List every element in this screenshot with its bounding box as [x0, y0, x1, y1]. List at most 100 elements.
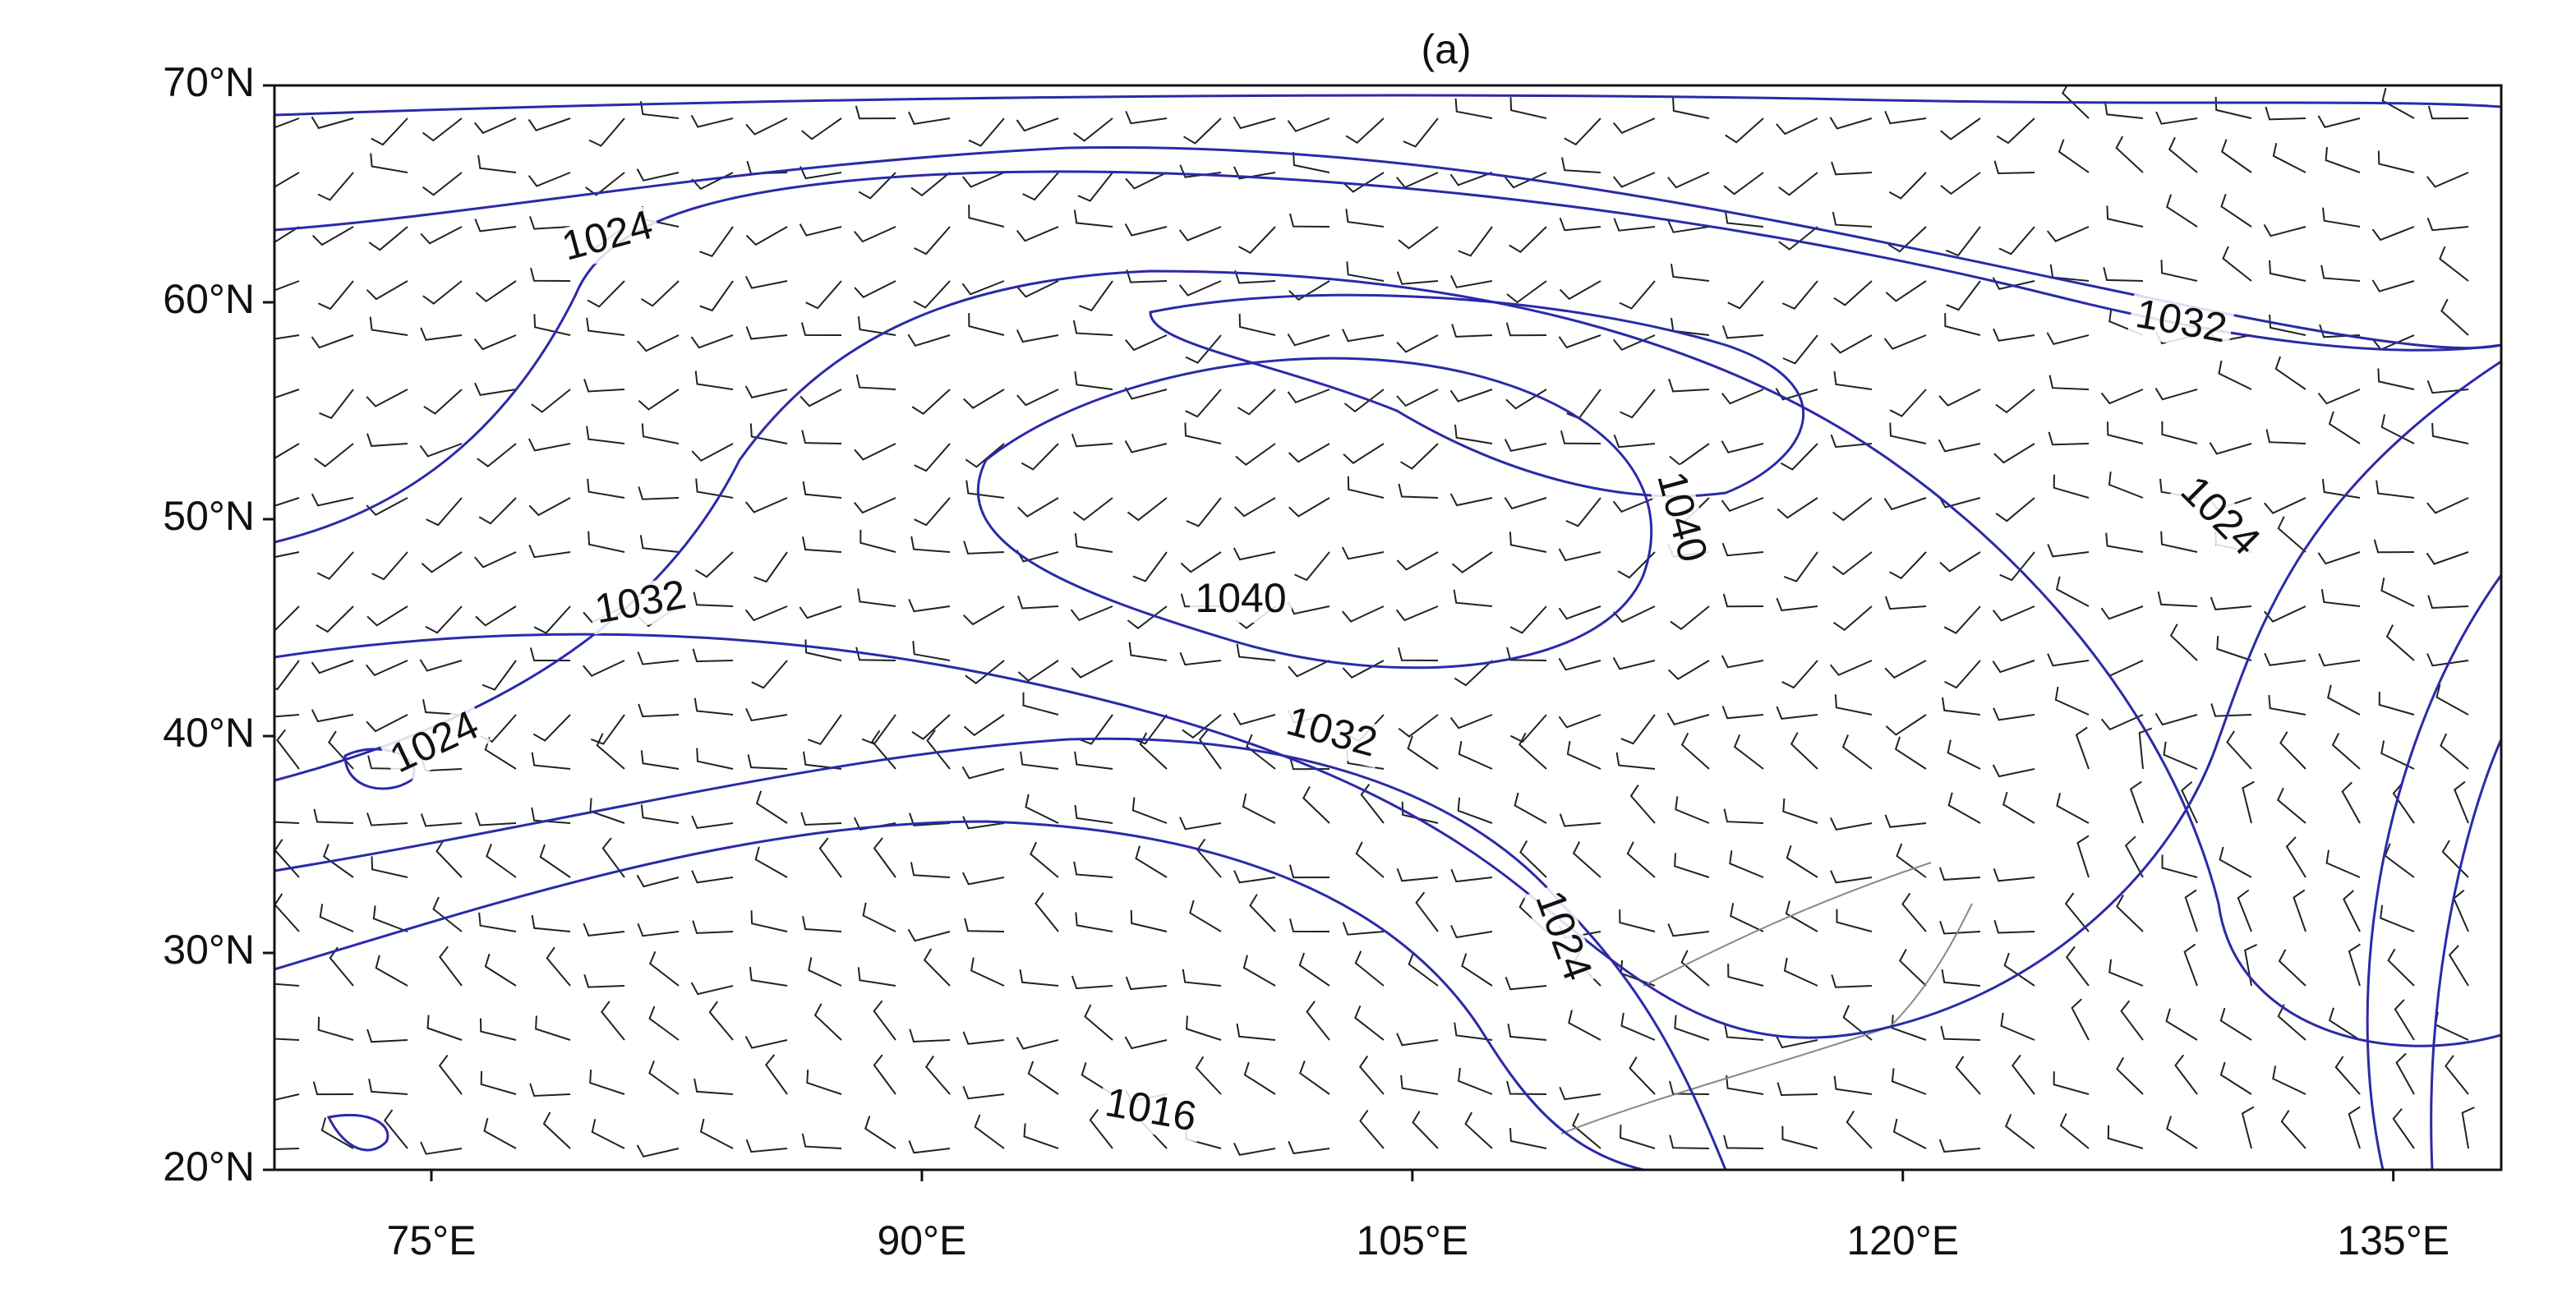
wind-barb — [801, 1133, 842, 1149]
wind-barb — [2378, 691, 2415, 716]
wind-barb — [640, 750, 680, 770]
wind-barb — [1293, 151, 1330, 173]
contour-line — [274, 94, 2501, 117]
wind-barb — [1832, 551, 1873, 576]
wind-barb — [1298, 1061, 1330, 1095]
wind-barb — [1944, 660, 1981, 689]
contour-line — [326, 748, 416, 1152]
wind-barb — [422, 117, 463, 142]
wind-barb — [753, 551, 788, 583]
wind-barb — [1955, 1056, 1981, 1095]
wind-barb — [1084, 1004, 1113, 1041]
wind-barb — [1358, 1055, 1385, 1095]
wind-barb — [425, 605, 463, 634]
wind-barb — [1559, 280, 1601, 301]
wind-barb — [2380, 414, 2415, 444]
wind-barb — [873, 837, 896, 878]
wind-barb — [369, 316, 408, 336]
wind-barb — [274, 660, 300, 691]
wind-barb — [2116, 1056, 2144, 1095]
wind-barb — [1233, 116, 1276, 130]
wind-barb — [529, 647, 570, 661]
wind-barb — [2293, 889, 2306, 932]
wind-barb — [1132, 551, 1168, 582]
wind-barb — [2392, 1108, 2415, 1149]
wind-barb — [2138, 727, 2153, 770]
wind-barb — [1992, 764, 2035, 778]
wind-barb — [799, 605, 842, 619]
wind-barb — [1993, 707, 2035, 721]
wind-barb — [421, 551, 463, 573]
wind-barb — [1183, 117, 1222, 145]
wind-barb — [1995, 389, 2035, 414]
wind-barb — [1668, 378, 1710, 393]
wind-barb — [1288, 918, 1330, 932]
wind-barb — [909, 812, 951, 826]
wind-barb — [963, 714, 1005, 737]
wind-barb — [1775, 1035, 1818, 1049]
wind-barb — [1846, 1110, 1873, 1149]
wind-barb — [2327, 684, 2361, 716]
wind-barb — [1400, 443, 1439, 470]
wind-barb — [439, 946, 463, 987]
wind-barb — [477, 443, 517, 467]
wind-barb — [2075, 726, 2090, 770]
wind-barb — [2277, 1004, 2306, 1041]
wind-barb — [601, 837, 625, 878]
wind-barb — [1721, 389, 1764, 405]
wind-barb — [1613, 434, 1656, 449]
wind-barb — [1449, 274, 1493, 288]
wind-barb — [587, 478, 625, 499]
wind-barb — [1124, 440, 1168, 453]
wind-barb — [2376, 480, 2415, 499]
wind-barb — [2053, 474, 2090, 499]
wind-barb — [475, 280, 517, 303]
wind-barb — [2269, 314, 2306, 336]
wind-barb — [2100, 605, 2144, 620]
contour-line — [274, 145, 2501, 350]
contour-label-group: 1040 — [1190, 575, 1292, 623]
wind-barb — [1017, 595, 1059, 610]
wind-barb — [2003, 952, 2035, 987]
wind-barb — [2216, 635, 2252, 661]
wind-barb — [366, 433, 408, 447]
wind-barb — [2219, 846, 2252, 878]
wind-barb — [1778, 226, 1818, 251]
wind-barb — [2272, 1065, 2306, 1095]
wind-barb — [546, 946, 571, 987]
wind-barb — [1178, 280, 1222, 297]
wind-barb — [422, 699, 463, 716]
wind-barb — [1510, 714, 1547, 743]
wind-barb — [1074, 533, 1113, 553]
wind-barb — [636, 1144, 680, 1158]
wind-barb — [371, 551, 408, 581]
wind-barb — [694, 1078, 734, 1095]
wind-barb — [640, 280, 680, 307]
wind-barb — [1412, 1111, 1439, 1149]
wind-barb — [637, 923, 680, 937]
y-tick-label: 60°N — [163, 276, 255, 322]
wind-barb — [1894, 736, 1927, 770]
wind-barb — [1612, 117, 1656, 135]
wind-barb — [1182, 969, 1222, 987]
wind-barb — [2435, 683, 2469, 716]
wind-barb — [1195, 1056, 1222, 1095]
wind-barb — [745, 326, 788, 340]
wind-barb — [639, 535, 680, 553]
wind-barb — [1938, 867, 1981, 881]
wind-barb — [2154, 712, 2198, 726]
wind-barb — [1993, 328, 2035, 342]
wind-barb — [854, 280, 896, 299]
wind-barb — [2439, 246, 2469, 282]
wind-barb — [2426, 380, 2469, 394]
wind-barb — [420, 1141, 463, 1155]
wind-barb — [2317, 115, 2361, 128]
wind-barb — [1667, 923, 1710, 937]
wind-barb — [750, 910, 788, 932]
wind-barb — [2181, 781, 2198, 824]
wind-barb — [857, 588, 896, 607]
wind-barb — [2183, 943, 2198, 987]
wind-barb — [2237, 889, 2252, 932]
wind-barb — [274, 443, 300, 460]
wind-barb — [483, 1117, 517, 1149]
